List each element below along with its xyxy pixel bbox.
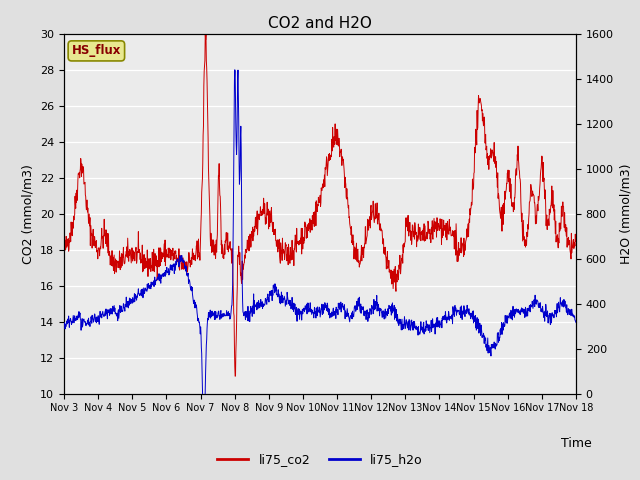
X-axis label: Time: Time	[561, 437, 591, 450]
Text: HS_flux: HS_flux	[72, 44, 121, 58]
Y-axis label: H2O (mmol/m3): H2O (mmol/m3)	[620, 163, 632, 264]
Legend: li75_co2, li75_h2o: li75_co2, li75_h2o	[212, 448, 428, 471]
Y-axis label: CO2 (mmol/m3): CO2 (mmol/m3)	[22, 164, 35, 264]
Title: CO2 and H2O: CO2 and H2O	[268, 16, 372, 31]
